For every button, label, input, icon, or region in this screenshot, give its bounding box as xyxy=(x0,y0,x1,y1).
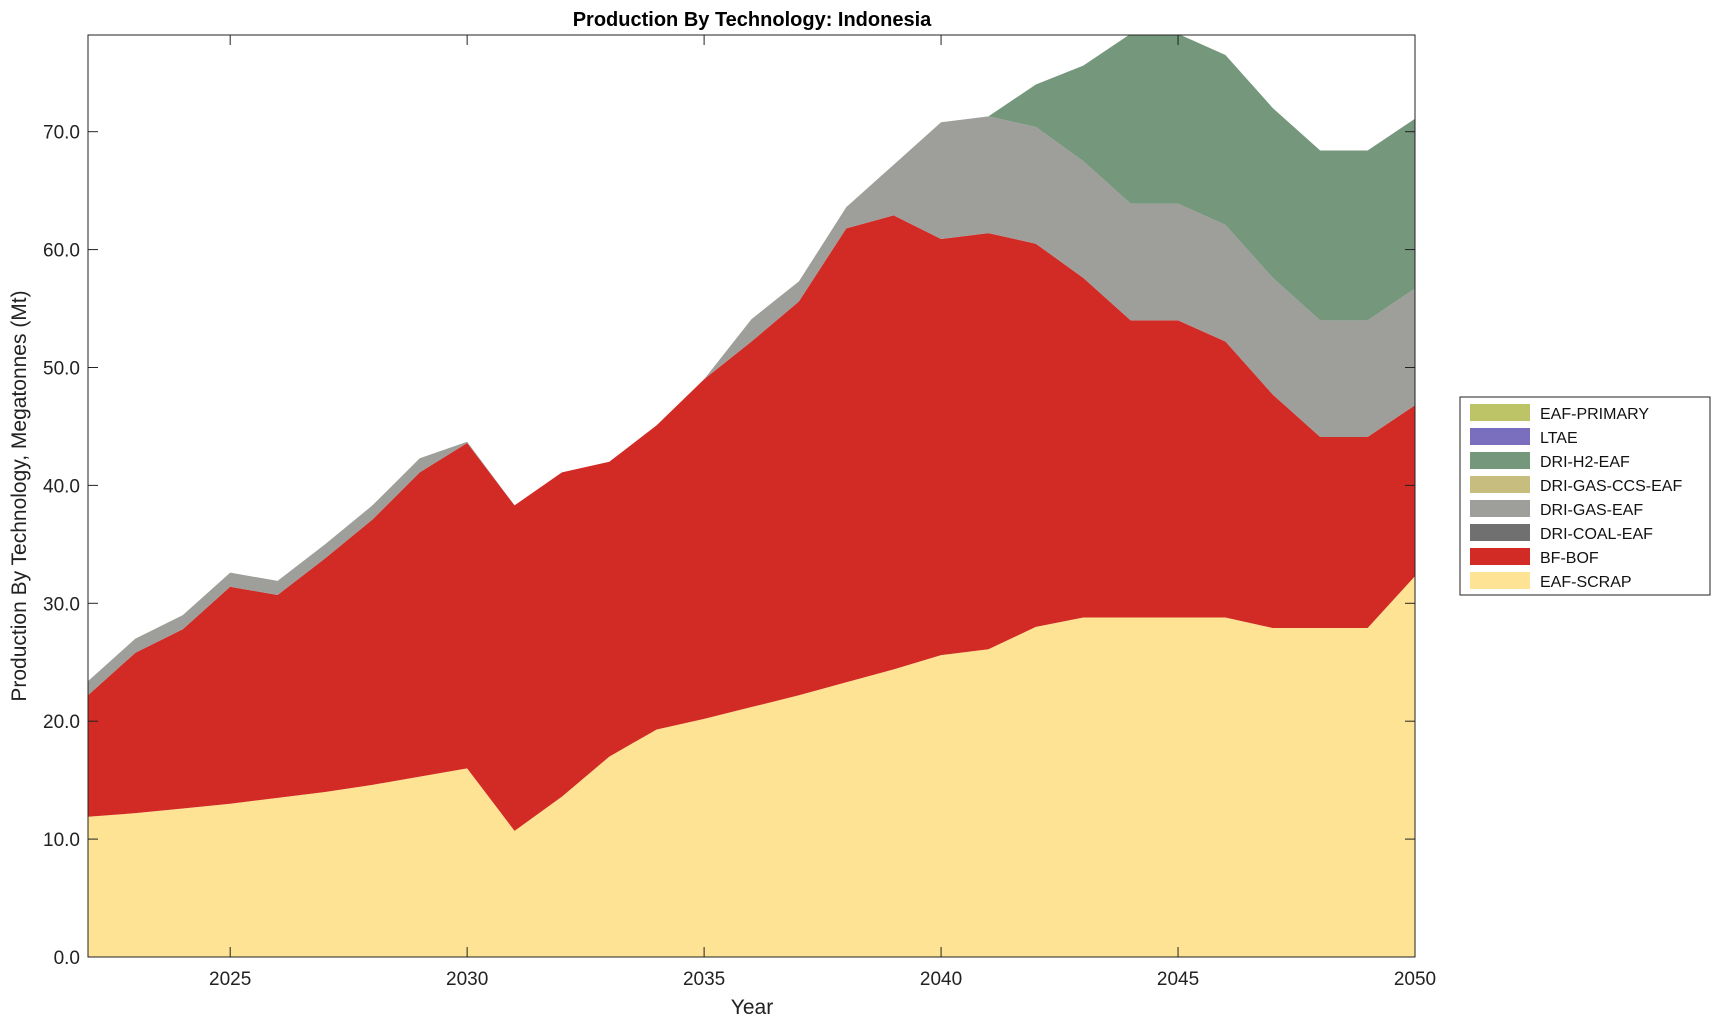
legend-label-dri-gas-eaf: DRI-GAS-EAF xyxy=(1540,502,1643,519)
x-tick-label: 2045 xyxy=(1157,969,1199,990)
x-axis-label: Year xyxy=(731,996,773,1019)
legend: EAF-PRIMARY LTAE DRI-H2-EAF DRI-GAS-CCS-EAF… xyxy=(1459,396,1711,596)
legend-label-ltae: LTAE xyxy=(1540,430,1578,447)
y-tick-label: 50.0 xyxy=(43,358,80,379)
legend-label-dri-coal-eaf: DRI-COAL-EAF xyxy=(1540,526,1653,543)
x-tick-label: 2035 xyxy=(683,969,725,990)
legend-swatch-dri-gas-ccs-eaf xyxy=(1470,476,1530,493)
y-tick-label: 10.0 xyxy=(43,830,80,851)
y-tick-label: 70.0 xyxy=(43,123,80,144)
legend-label-dri-gas-ccs-eaf: DRI-GAS-CCS-EAF xyxy=(1540,478,1682,495)
legend-swatch-ltae xyxy=(1470,428,1530,445)
x-tick-label: 2030 xyxy=(446,969,488,990)
x-tick-label: 2040 xyxy=(920,969,962,990)
y-tick-label: 30.0 xyxy=(43,594,80,615)
y-axis: 0.0 10.0 20.0 30.0 40.0 50.0 60.0 70.0 xyxy=(43,123,1415,969)
y-tick-label: 20.0 xyxy=(43,712,80,733)
y-tick-label: 60.0 xyxy=(43,241,80,262)
x-tick-label: 2025 xyxy=(209,969,251,990)
y-tick-label: 0.0 xyxy=(54,948,80,969)
legend-label-eaf-scrap: EAF-SCRAP xyxy=(1540,574,1632,591)
x-axis: 2025 2030 2035 2040 2045 2050 xyxy=(209,35,1436,990)
legend-swatch-bf-bof xyxy=(1470,548,1530,565)
y-tick-label: 40.0 xyxy=(43,476,80,497)
y-axis-label: Production By Technology, Megatonnes (Mt… xyxy=(8,290,31,701)
legend-swatch-eaf-primary xyxy=(1470,404,1530,421)
legend-label-dri-h2-eaf: DRI-H2-EAF xyxy=(1540,454,1630,471)
legend-label-eaf-primary: EAF-PRIMARY xyxy=(1540,406,1649,423)
x-tick-label: 2050 xyxy=(1394,969,1436,990)
area-dri-gas-eaf xyxy=(88,116,1415,696)
plot-areas xyxy=(88,35,1415,957)
area-bf-bof xyxy=(88,215,1415,831)
legend-swatch-eaf-scrap xyxy=(1470,572,1530,589)
area-eaf-scrap xyxy=(88,576,1415,957)
legend-swatch-dri-h2-eaf xyxy=(1470,452,1530,469)
plot-frame xyxy=(87,34,1416,958)
legend-swatch-dri-coal-eaf xyxy=(1470,524,1530,541)
legend-swatch-dri-gas-eaf xyxy=(1470,500,1530,517)
chart-title: Production By Technology: Indonesia xyxy=(573,9,932,31)
legend-label-bf-bof: BF-BOF xyxy=(1540,550,1599,567)
